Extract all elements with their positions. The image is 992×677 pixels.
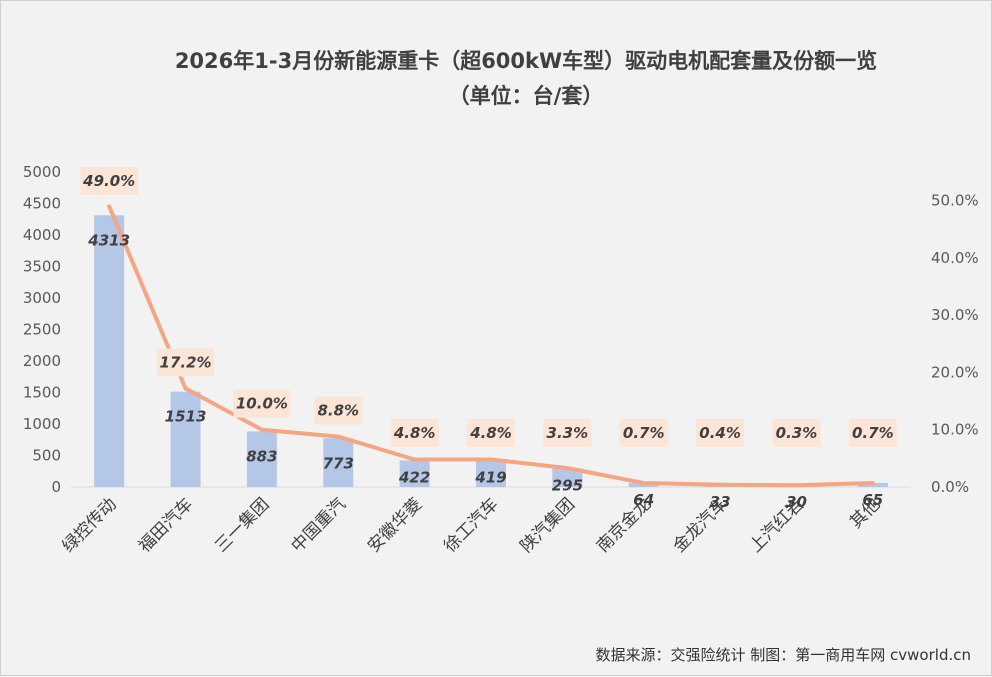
share-label-box [696, 419, 745, 447]
share-value-label: 4.8% [469, 424, 512, 442]
bar-value-label: 295 [552, 476, 583, 494]
bar [323, 438, 354, 487]
share-value-label: 8.8% [317, 402, 359, 420]
share-value-label: 10.0% [236, 395, 288, 413]
bar-value-label: 65 [862, 491, 883, 509]
y-left-tick-label: 5000 [23, 163, 61, 181]
y-right-tick-label: 0.0% [931, 478, 969, 496]
y-left-tick-label: 3500 [23, 258, 61, 276]
bar-value-label: 4313 [87, 231, 130, 249]
share-label-box [80, 167, 138, 195]
share-value-label: 17.2% [160, 353, 212, 371]
bar-value-label: 30 [786, 493, 807, 511]
y-left-tick-label: 500 [32, 447, 61, 465]
y-left-tick-label: 4000 [23, 226, 61, 244]
y-right-tick-label: 30.0% [931, 306, 979, 324]
bar-value-label: 883 [246, 447, 277, 465]
category-label: 福田汽车 [135, 494, 197, 556]
bar-value-label: 33 [710, 493, 731, 511]
share-label-box [156, 348, 215, 377]
share-label-box [619, 419, 668, 447]
category-label: 三一集团 [211, 494, 273, 556]
y-left-tick-label: 3000 [23, 289, 61, 307]
y-left-tick-label: 1000 [23, 415, 61, 433]
bar [246, 431, 277, 487]
y-left-tick-label: 1500 [23, 384, 61, 402]
category-label: 安徽华菱 [364, 494, 426, 556]
bar [476, 460, 506, 487]
share-value-label: 0.4% [699, 424, 741, 442]
share-value-label: 0.7% [623, 424, 665, 442]
share-label-box [772, 419, 821, 447]
bar-value-label: 64 [633, 491, 654, 509]
category-label: 陕汽集团 [517, 494, 579, 556]
category-label: 绿控传动 [58, 494, 120, 556]
share-label-box [314, 396, 363, 425]
y-left-tick-label: 0 [51, 478, 61, 496]
category-label: 上汽红岩 [746, 494, 808, 556]
bar [399, 460, 430, 487]
bar [170, 391, 201, 487]
share-value-label: 0.7% [852, 424, 894, 442]
share-value-label: 3.3% [547, 424, 589, 442]
share-label-box [848, 419, 897, 447]
y-left-tick-label: 2000 [23, 352, 61, 370]
chart-subtitle: （单位：台/套） [448, 84, 604, 108]
source-note: 数据来源：交强险统计 制图：第一商用车网 cvworld.cn [595, 646, 972, 664]
share-value-label: 0.3% [776, 424, 818, 442]
share-label-box [390, 419, 439, 447]
y-right-tick-label: 40.0% [931, 249, 979, 267]
share-label-box [467, 419, 515, 447]
category-label: 徐工汽车 [440, 494, 502, 556]
share-value-label: 4.8% [393, 424, 436, 442]
category-label: 南京金龙 [593, 494, 655, 556]
category-label: 金龙汽车 [669, 494, 731, 556]
share-label-box [233, 389, 291, 418]
category-label: 中国重汽 [288, 494, 350, 556]
y-right-tick-label: 20.0% [931, 363, 979, 381]
y-left-tick-label: 4500 [23, 195, 61, 213]
bar-value-label: 773 [323, 454, 354, 472]
share-label-box [543, 419, 592, 447]
bar-value-label: 419 [474, 469, 506, 487]
bar [552, 468, 583, 487]
y-right-tick-label: 50.0% [931, 192, 979, 210]
y-right-tick-label: 10.0% [931, 421, 979, 439]
bar-value-label: 422 [398, 468, 430, 486]
bar [94, 215, 125, 487]
bar-value-label: 1513 [165, 408, 207, 426]
share-value-label: 49.0% [82, 172, 135, 190]
y-left-tick-label: 2500 [23, 321, 61, 339]
chart-title: 2026年1-3月份新能源重卡（超600kW车型）驱动电机配套量及份额一览 [174, 49, 878, 73]
